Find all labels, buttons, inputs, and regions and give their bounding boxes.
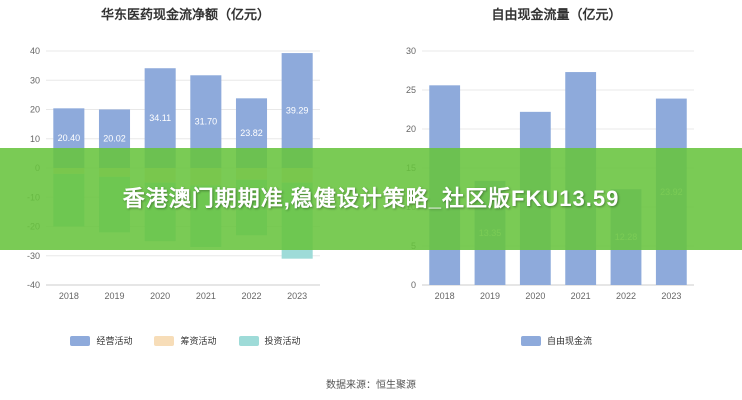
cash-flow-chart-title: 华东医药现金流净额（亿元） [100, 7, 270, 22]
cash-flow-legend-label: 经营活动 [96, 336, 133, 346]
cash-flow-y-tick-label: 30 [30, 75, 40, 85]
cash-flow-y-tick-label: 10 [30, 134, 40, 144]
cash-flow-legend-swatch [70, 335, 91, 346]
cash-flow-data-label: 23.82 [240, 128, 263, 138]
fcf-y-tick-label: 25 [406, 85, 416, 95]
cash-flow-x-tick-label: 2021 [196, 291, 216, 301]
cash-flow-x-tick-label: 2019 [104, 291, 124, 301]
fcf-legend-label: 自由现金流 [546, 336, 592, 346]
cash-flow-data-label: 31.70 [195, 117, 218, 127]
cash-flow-x-tick-label: 2020 [150, 291, 170, 301]
cash-flow-data-label: 39.29 [286, 106, 309, 116]
fcf-legend-item: 自由现金流 [520, 334, 592, 347]
cash-flow-x-tick-label: 2022 [241, 291, 261, 301]
fcf-legend-swatch [520, 335, 541, 346]
cash-flow-y-tick-label: 20 [30, 105, 40, 115]
banner-text: 香港澳门期期准,稳健设计策略_社区版FKU13.59 [122, 186, 620, 211]
overlay-banner: 香港澳门期期准,稳健设计策略_社区版FKU13.59 [0, 148, 742, 250]
cash-flow-legend: 经营活动 筹资活动 投资活动 [0, 334, 371, 347]
fcf-x-tick-label: 2022 [616, 291, 636, 301]
fcf-x-tick-label: 2018 [435, 291, 455, 301]
fcf-y-tick-label: 30 [406, 46, 416, 56]
cash-flow-data-label: 34.11 [149, 113, 171, 123]
cash-flow-x-tick-label: 2018 [59, 291, 79, 301]
fcf-x-tick-label: 2023 [661, 291, 681, 301]
fcf-y-tick-label: 0 [411, 280, 416, 290]
cash-flow-data-label: 20.02 [103, 134, 126, 144]
fcf-y-tick-label: 20 [406, 124, 416, 134]
cash-flow-legend-swatch [154, 335, 175, 346]
cash-flow-legend-label: 投资活动 [264, 336, 301, 346]
fcf-x-tick-label: 2021 [571, 291, 591, 301]
cash-flow-data-label: 20.40 [58, 133, 81, 143]
cash-flow-y-tick-label: 40 [30, 46, 40, 56]
cash-flow-x-tick-label: 2023 [287, 291, 307, 301]
cash-flow-y-tick-label: -30 [27, 251, 40, 261]
fcf-chart-title: 自由现金流量（亿元） [491, 7, 622, 22]
cash-flow-legend-item: 筹资活动 [154, 334, 217, 347]
data-source: 数据来源：恒生聚源 [326, 380, 416, 391]
fcf-x-tick-label: 2020 [525, 291, 545, 301]
fcf-x-tick-label: 2019 [480, 291, 500, 301]
cash-flow-legend-item: 经营活动 [70, 334, 132, 347]
fcf-legend: 自由现金流 [371, 334, 742, 347]
cash-flow-legend-label: 筹资活动 [180, 336, 217, 346]
cash-flow-y-tick-label: -40 [27, 280, 40, 290]
cash-flow-legend-swatch [238, 335, 259, 346]
cash-flow-legend-item: 投资活动 [238, 334, 301, 347]
